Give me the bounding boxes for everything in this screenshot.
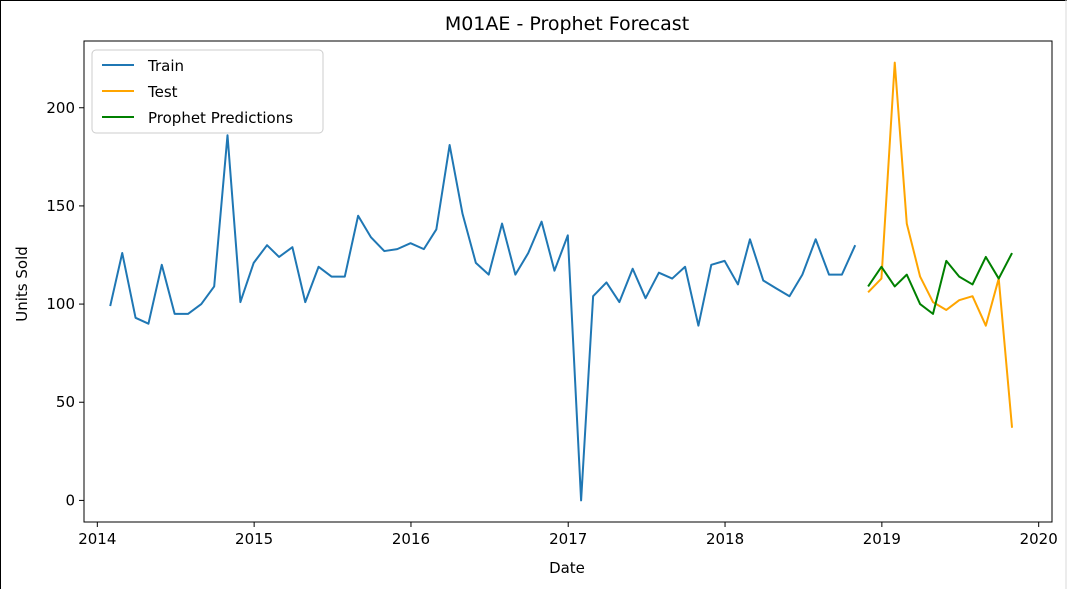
- series-line-prophet-predictions: [867, 252, 1013, 315]
- x-tick-label: 2014: [78, 530, 116, 548]
- x-tick-label: 2015: [235, 530, 273, 548]
- legend-label: Test: [147, 83, 178, 101]
- x-tick-label: 2018: [706, 530, 744, 548]
- legend-label: Prophet Predictions: [148, 109, 293, 127]
- y-axis-label: Units Sold: [13, 246, 31, 322]
- y-tick-label: 0: [65, 491, 75, 509]
- y-tick-label: 200: [46, 99, 75, 117]
- x-tick-label: 2017: [549, 530, 587, 548]
- y-tick-label: 150: [46, 197, 75, 215]
- legend-label: Train: [147, 57, 184, 75]
- x-tick-label: 2020: [1020, 530, 1058, 548]
- legend: Train Test Prophet Predictions: [91, 49, 324, 134]
- x-tick-label: 2016: [392, 530, 430, 548]
- x-tick-label: 2019: [863, 530, 901, 548]
- legend-frame: [91, 49, 324, 134]
- series-line-train: [109, 134, 857, 502]
- axes-layer: 2014 2015 2016 2017 2018 2019 2020 0 50 100 150 200: [46, 40, 1058, 548]
- x-axis-label: Date: [549, 559, 585, 577]
- y-tick-label: 100: [46, 295, 75, 313]
- y-tick-label: 50: [56, 393, 75, 411]
- chart-title: M01AE - Prophet Forecast: [445, 13, 689, 35]
- series-layer: [109, 61, 1014, 502]
- series-line-test: [867, 61, 1014, 428]
